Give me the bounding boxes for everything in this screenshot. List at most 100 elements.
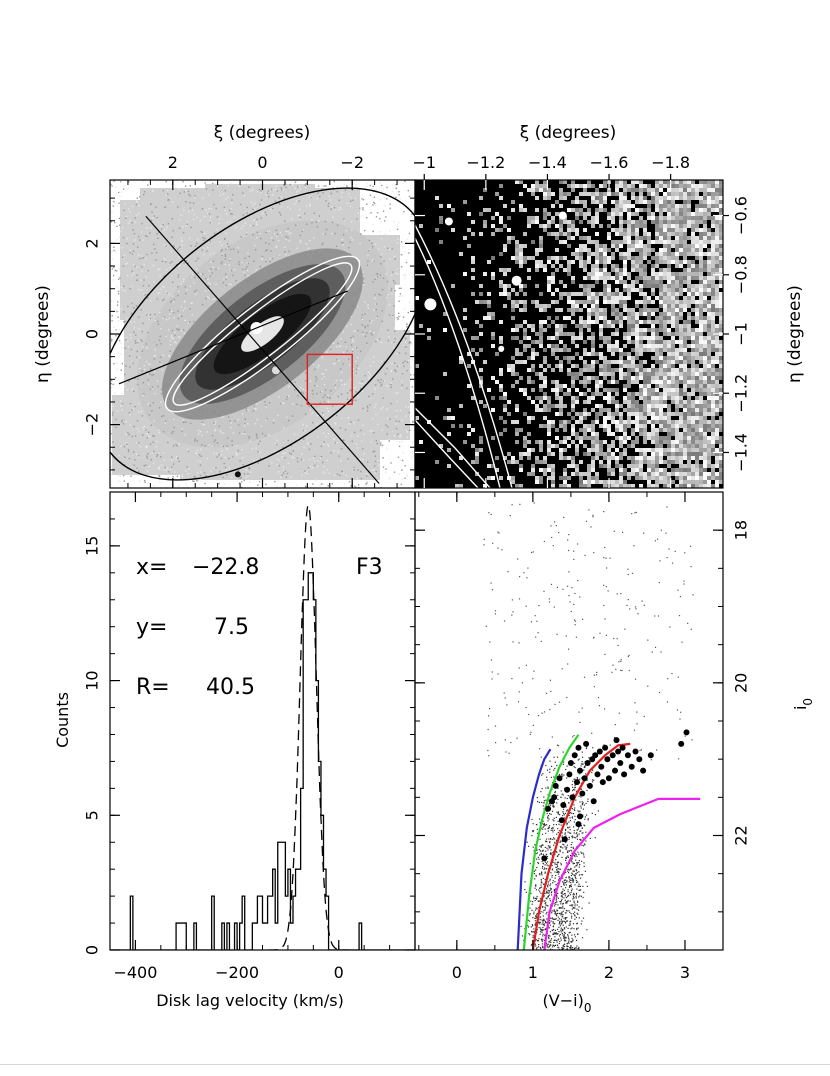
zoom-pixel bbox=[675, 392, 679, 396]
stipple bbox=[395, 272, 397, 274]
zoom-pixel bbox=[595, 292, 599, 296]
zoom-pixel bbox=[615, 180, 619, 184]
zoom-pixel bbox=[583, 284, 587, 288]
stipple bbox=[241, 448, 243, 451]
zoom-pixel bbox=[567, 332, 571, 336]
stipple bbox=[350, 237, 352, 239]
zoom-pixel bbox=[683, 280, 687, 284]
stipple bbox=[339, 427, 342, 429]
stipple bbox=[288, 232, 290, 235]
stipple bbox=[284, 220, 286, 222]
zoom-pixel bbox=[471, 348, 475, 352]
zoom-pixel bbox=[599, 324, 603, 328]
zoom-pixel bbox=[631, 180, 635, 184]
zoom-pixel bbox=[619, 300, 623, 304]
stipple bbox=[124, 202, 126, 205]
stipple bbox=[323, 373, 325, 375]
zoom-pixel bbox=[671, 444, 675, 448]
stipple bbox=[269, 257, 272, 260]
zoom-pixel bbox=[499, 220, 503, 224]
stipple bbox=[333, 180, 335, 182]
stipple bbox=[305, 379, 307, 382]
stipple bbox=[309, 458, 311, 461]
zoom-pixel bbox=[631, 332, 635, 336]
zoom-pixel bbox=[647, 464, 651, 468]
zoom-pixel bbox=[519, 352, 523, 356]
zoom-pixel bbox=[611, 344, 615, 348]
stipple bbox=[400, 387, 403, 389]
stipple bbox=[271, 194, 274, 196]
zoom-pixel bbox=[627, 456, 631, 460]
stipple bbox=[333, 474, 336, 477]
stipple bbox=[397, 433, 399, 435]
zoom-pixel bbox=[511, 208, 515, 212]
stipple bbox=[165, 194, 167, 197]
zoom-pixel bbox=[635, 180, 639, 184]
zoom-pixel bbox=[687, 192, 691, 196]
stipple bbox=[229, 269, 231, 271]
zoom-pixel bbox=[647, 400, 651, 404]
stipple bbox=[247, 475, 249, 477]
zoom-pixel bbox=[539, 188, 543, 192]
zoom-pixel bbox=[491, 316, 495, 320]
stipple bbox=[304, 212, 306, 215]
zoom-pixel bbox=[683, 216, 687, 220]
stipple bbox=[404, 251, 406, 253]
zoom-pixel bbox=[643, 388, 647, 392]
zoom-pixel bbox=[623, 260, 627, 264]
stipple bbox=[272, 422, 275, 424]
stipple bbox=[248, 468, 251, 470]
stipple bbox=[117, 320, 120, 322]
stipple bbox=[371, 187, 373, 190]
zoom-pixel bbox=[467, 244, 471, 248]
zoom-pixel bbox=[563, 404, 567, 408]
stipple bbox=[320, 483, 323, 485]
zoom-pixel bbox=[607, 236, 611, 240]
stipple bbox=[159, 481, 161, 483]
stipple bbox=[338, 209, 340, 211]
zoom-pixel bbox=[459, 252, 463, 256]
zoom-pixel bbox=[679, 188, 683, 192]
stipple bbox=[310, 443, 312, 445]
zoom-pixel bbox=[547, 444, 551, 448]
zoom-pixel bbox=[627, 188, 631, 192]
zoom-pixel bbox=[555, 212, 559, 216]
zoom-pixel bbox=[595, 384, 599, 388]
zoom-pixel bbox=[567, 360, 571, 364]
zoom-pixel bbox=[555, 444, 559, 448]
zoom-pixel bbox=[643, 412, 647, 416]
zoom-pixel bbox=[619, 324, 623, 328]
zoom-pixel bbox=[627, 224, 631, 228]
stipple bbox=[191, 302, 193, 304]
stipple bbox=[145, 360, 148, 363]
zoom-pixel bbox=[651, 452, 655, 456]
zoom-pixel bbox=[687, 444, 691, 448]
stipple bbox=[409, 341, 411, 343]
zoom-pixel bbox=[679, 460, 683, 464]
zoom-pixel bbox=[543, 368, 547, 372]
stipple bbox=[350, 485, 352, 487]
zoom-pixel bbox=[663, 232, 667, 236]
zoom-pixel bbox=[619, 352, 623, 356]
zoom-pixel bbox=[611, 320, 615, 324]
stipple bbox=[368, 213, 371, 215]
stipple bbox=[393, 305, 395, 307]
stipple bbox=[293, 433, 296, 436]
zoom-pixel bbox=[627, 380, 631, 384]
stipple bbox=[347, 458, 349, 460]
zoom-pixel bbox=[599, 364, 603, 368]
zoom-pixel bbox=[667, 260, 671, 264]
zoom-pixel bbox=[615, 228, 619, 232]
stipple bbox=[380, 442, 382, 444]
stipple bbox=[382, 397, 384, 399]
zoom-pixel bbox=[619, 316, 623, 320]
zoom-pixel bbox=[487, 316, 491, 320]
zoom-pixel bbox=[639, 188, 643, 192]
zoom-pixel bbox=[563, 180, 567, 184]
stipple bbox=[274, 450, 276, 453]
zoom-pixel bbox=[587, 480, 591, 484]
zoom-pixel bbox=[527, 276, 531, 280]
zoom-pixel bbox=[675, 196, 679, 200]
zoom-pixel bbox=[683, 200, 687, 204]
zoom-pixel bbox=[575, 464, 579, 468]
